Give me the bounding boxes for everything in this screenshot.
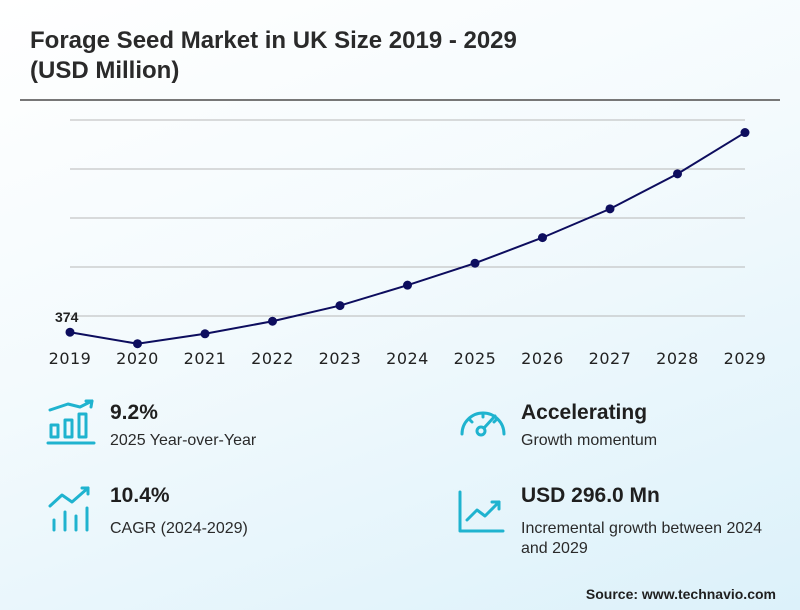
x-tick-label: 2027: [589, 349, 632, 368]
x-tick-label: 2023: [319, 349, 362, 368]
line-chart: 2019 2020 2021 2022 2023 2024 2025 2026 2027 2028…: [49, 119, 767, 368]
data-point: [65, 327, 75, 337]
bar-chart-growth-icon: [46, 399, 96, 445]
data-point: [200, 329, 210, 339]
x-tick-label: 2026: [521, 349, 564, 368]
chart-title: Forage Seed Market in UK Size 2019 - 202…: [30, 26, 730, 86]
data-point: [335, 301, 345, 311]
data-point: [605, 204, 615, 214]
trend-bars-icon: [48, 486, 90, 532]
chart-title-line-2: (USD Million): [30, 57, 180, 84]
stat-momentum-label: Growth momentum: [521, 432, 658, 449]
data-point: [268, 316, 277, 326]
series-line: [69, 131, 746, 345]
stat-cagr-label: CAGR (2024-2029): [110, 520, 248, 537]
data-point: [133, 339, 142, 349]
speedometer-icon: [460, 411, 506, 437]
x-tick-label: 2019: [49, 349, 92, 368]
x-tick-label: 2020: [116, 349, 159, 368]
data-point: [403, 280, 412, 290]
x-tick-label: 2021: [184, 349, 227, 368]
stat-momentum-value: Accelerating: [521, 401, 648, 424]
x-tick-label: 2025: [454, 349, 497, 368]
stat-yoy-label: 2025 Year-over-Year: [110, 432, 257, 449]
stat-cagr-value: 10.4%: [110, 484, 170, 507]
data-point: [673, 169, 682, 179]
data-point: [538, 233, 547, 243]
x-tick-label: 2028: [656, 349, 699, 368]
line-chart-up-icon: [458, 490, 505, 533]
stat-incremental-label: Incremental growth between 2024 and 2029: [521, 520, 763, 557]
stat-yoy-value: 9.2%: [110, 401, 158, 424]
x-tick-label: 2022: [251, 349, 294, 368]
x-tick-label: 2024: [386, 349, 429, 368]
data-label: 374: [55, 309, 79, 325]
data-point: [470, 258, 480, 268]
stat-incremental-value: USD 296.0 Mn: [521, 484, 660, 507]
source-note: Source: www.technavio.com: [585, 586, 776, 602]
data-point: [740, 128, 750, 138]
title-divider: [20, 99, 780, 101]
x-tick-label: 2029: [724, 349, 767, 368]
chart-title-line-1: Forage Seed Market in UK Size 2019 - 202…: [30, 27, 517, 54]
